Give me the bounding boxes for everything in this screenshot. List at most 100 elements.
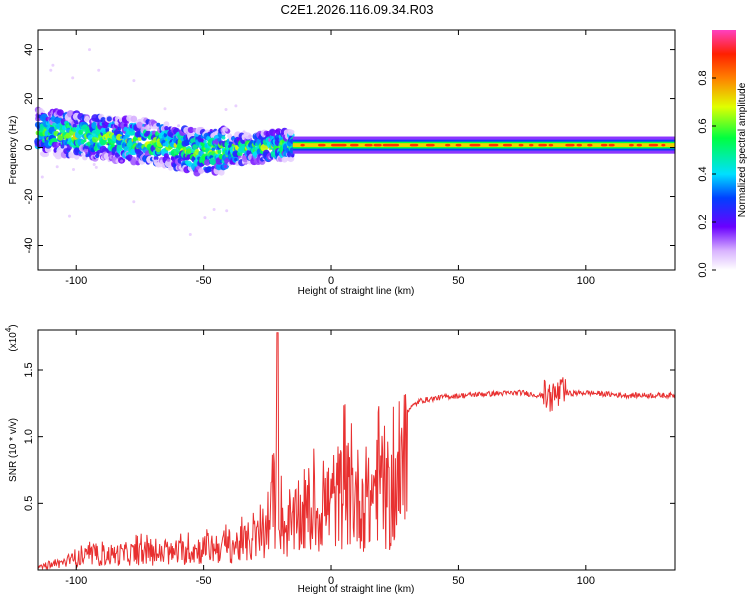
snr-series-line — [37, 332, 676, 571]
heatmap-cell — [153, 155, 159, 161]
colorbar: 0.0 0.2 0.4 0.6 0.8 Normalized spectral ampl… — [697, 30, 748, 278]
snr-x-tick-label: 0 — [328, 575, 334, 587]
heatmap-cell — [518, 143, 524, 147]
heatmap-cell — [445, 143, 451, 147]
heatmap-cell — [425, 143, 435, 147]
heatmap-cell — [163, 153, 169, 159]
heatmap-cell — [72, 123, 77, 129]
heatmap-cell — [187, 126, 194, 134]
heatmap-cell — [91, 136, 99, 143]
heatmap-cell — [51, 63, 55, 67]
snr-x-axis: -100 -50 0 50 100 — [65, 330, 595, 587]
heatmap-cell — [163, 121, 170, 128]
heatmap-cell — [339, 143, 347, 147]
snr-y-axis: 0.5 1.0 1.5 — [23, 362, 675, 511]
spectrogram-x-tick-label: 0 — [328, 275, 334, 287]
heatmap-cell — [391, 143, 400, 147]
spectrogram-panel: -100 -50 0 50 100 -40 -20 0 20 40 Height of stra… — [8, 29, 676, 297]
heatmap-cell — [218, 169, 225, 176]
heatmap-cell — [221, 135, 226, 140]
heatmap-cell — [135, 140, 139, 144]
heatmap-cell — [217, 149, 222, 154]
heatmap-cell — [203, 139, 207, 144]
spectrogram-y-tick-label: 40 — [23, 43, 35, 55]
colorbar-label: Normalized spectral amplitude — [737, 82, 748, 217]
heatmap-cell — [70, 153, 75, 159]
heatmap-cell — [88, 48, 91, 52]
heatmap-cell — [132, 200, 136, 204]
snr-y-tick-label: 1.0 — [23, 429, 35, 444]
snr-panel: -100 -50 0 50 100 0.5 1.0 1.5 Height of straig… — [4, 324, 676, 595]
snr-ylabel: SNR (10 * v/v) — [8, 418, 19, 482]
heatmap-cell — [288, 156, 293, 161]
heatmap-cell — [661, 143, 666, 147]
heatmap-cell — [318, 143, 326, 147]
heatmap-cell — [72, 127, 78, 132]
snr-x-tick-label: 50 — [452, 575, 464, 587]
heatmap-cell — [74, 154, 80, 160]
colorbar-tick-label: 0.2 — [697, 214, 709, 229]
spectrogram-y-tick-label: 20 — [23, 92, 35, 104]
heatmap-cell — [206, 166, 213, 173]
heatmap-cell — [57, 109, 64, 116]
heatmap-cell — [409, 143, 419, 147]
snr-xlabel: Height of straight line (km) — [298, 584, 415, 595]
heatmap-cell — [382, 143, 395, 147]
heatmap-cell — [648, 143, 659, 147]
spectrogram-y-axis: -40 -20 0 20 40 — [23, 43, 675, 253]
heatmap-cell — [78, 129, 84, 135]
heatmap-cell — [234, 157, 238, 162]
colorbar-tick-label: 0.6 — [697, 118, 709, 133]
heatmap-cell — [608, 143, 615, 147]
heatmap-cell — [130, 115, 138, 123]
colorbar-tick-label: 0.0 — [697, 262, 709, 277]
heatmap-cell — [186, 148, 192, 154]
heatmap-cell — [211, 147, 216, 151]
heatmap-cell — [55, 165, 59, 169]
heatmap-cell — [94, 165, 98, 169]
heatmap-cell — [331, 143, 343, 147]
heatmap-cell — [188, 233, 192, 236]
heatmap-cell — [455, 143, 462, 147]
heatmap-cell — [538, 143, 547, 147]
heatmap-cell — [129, 130, 135, 136]
heatmap-cell — [548, 143, 554, 147]
heatmap-cell — [81, 152, 85, 157]
snr-x-tick-label: -100 — [65, 575, 87, 587]
heatmap-cell — [68, 214, 71, 218]
heatmap-cell — [212, 208, 216, 211]
heatmap-cell — [291, 130, 295, 134]
snr-x-tick-label: 100 — [577, 575, 595, 587]
heatmap-cell — [167, 165, 174, 171]
heatmap-cell — [71, 76, 75, 80]
heatmap-cell — [183, 139, 190, 146]
heatmap-cell — [502, 143, 512, 147]
heatmap-cell — [587, 143, 593, 147]
snr-y-tick-label: 0.5 — [23, 496, 35, 511]
spectrogram-x-axis: -100 -50 0 50 100 — [65, 30, 595, 287]
spectrogram-x-tick-label: 50 — [452, 275, 464, 287]
heatmap-cell — [224, 128, 228, 132]
heatmap-cell — [72, 168, 75, 171]
spectrogram-x-tick-label: 100 — [577, 275, 595, 287]
heatmap-cell — [292, 143, 675, 148]
heatmap-cell — [126, 154, 133, 161]
heatmap-cell — [163, 107, 167, 111]
heatmap-cell — [203, 216, 207, 220]
heatmap-cell — [242, 130, 246, 134]
heatmap-cell — [248, 134, 252, 139]
heatmap-cell — [83, 139, 87, 143]
heatmap-cell — [92, 163, 96, 166]
colorbar-ramp — [712, 30, 736, 270]
heatmap-cell — [192, 144, 198, 150]
snr-frame — [37, 329, 676, 571]
heatmap-cell — [281, 156, 288, 163]
page-title: C2E1.2026.116.09.34.R03 — [280, 2, 434, 17]
heatmap-cell — [111, 121, 116, 125]
heatmap-cell — [97, 68, 101, 72]
spectrogram-frame — [37, 29, 676, 271]
heatmap-cell — [225, 209, 229, 213]
colorbar-ticks: 0.0 0.2 0.4 0.6 0.8 — [697, 70, 716, 278]
spectrogram-x-tick-label: -50 — [196, 275, 212, 287]
